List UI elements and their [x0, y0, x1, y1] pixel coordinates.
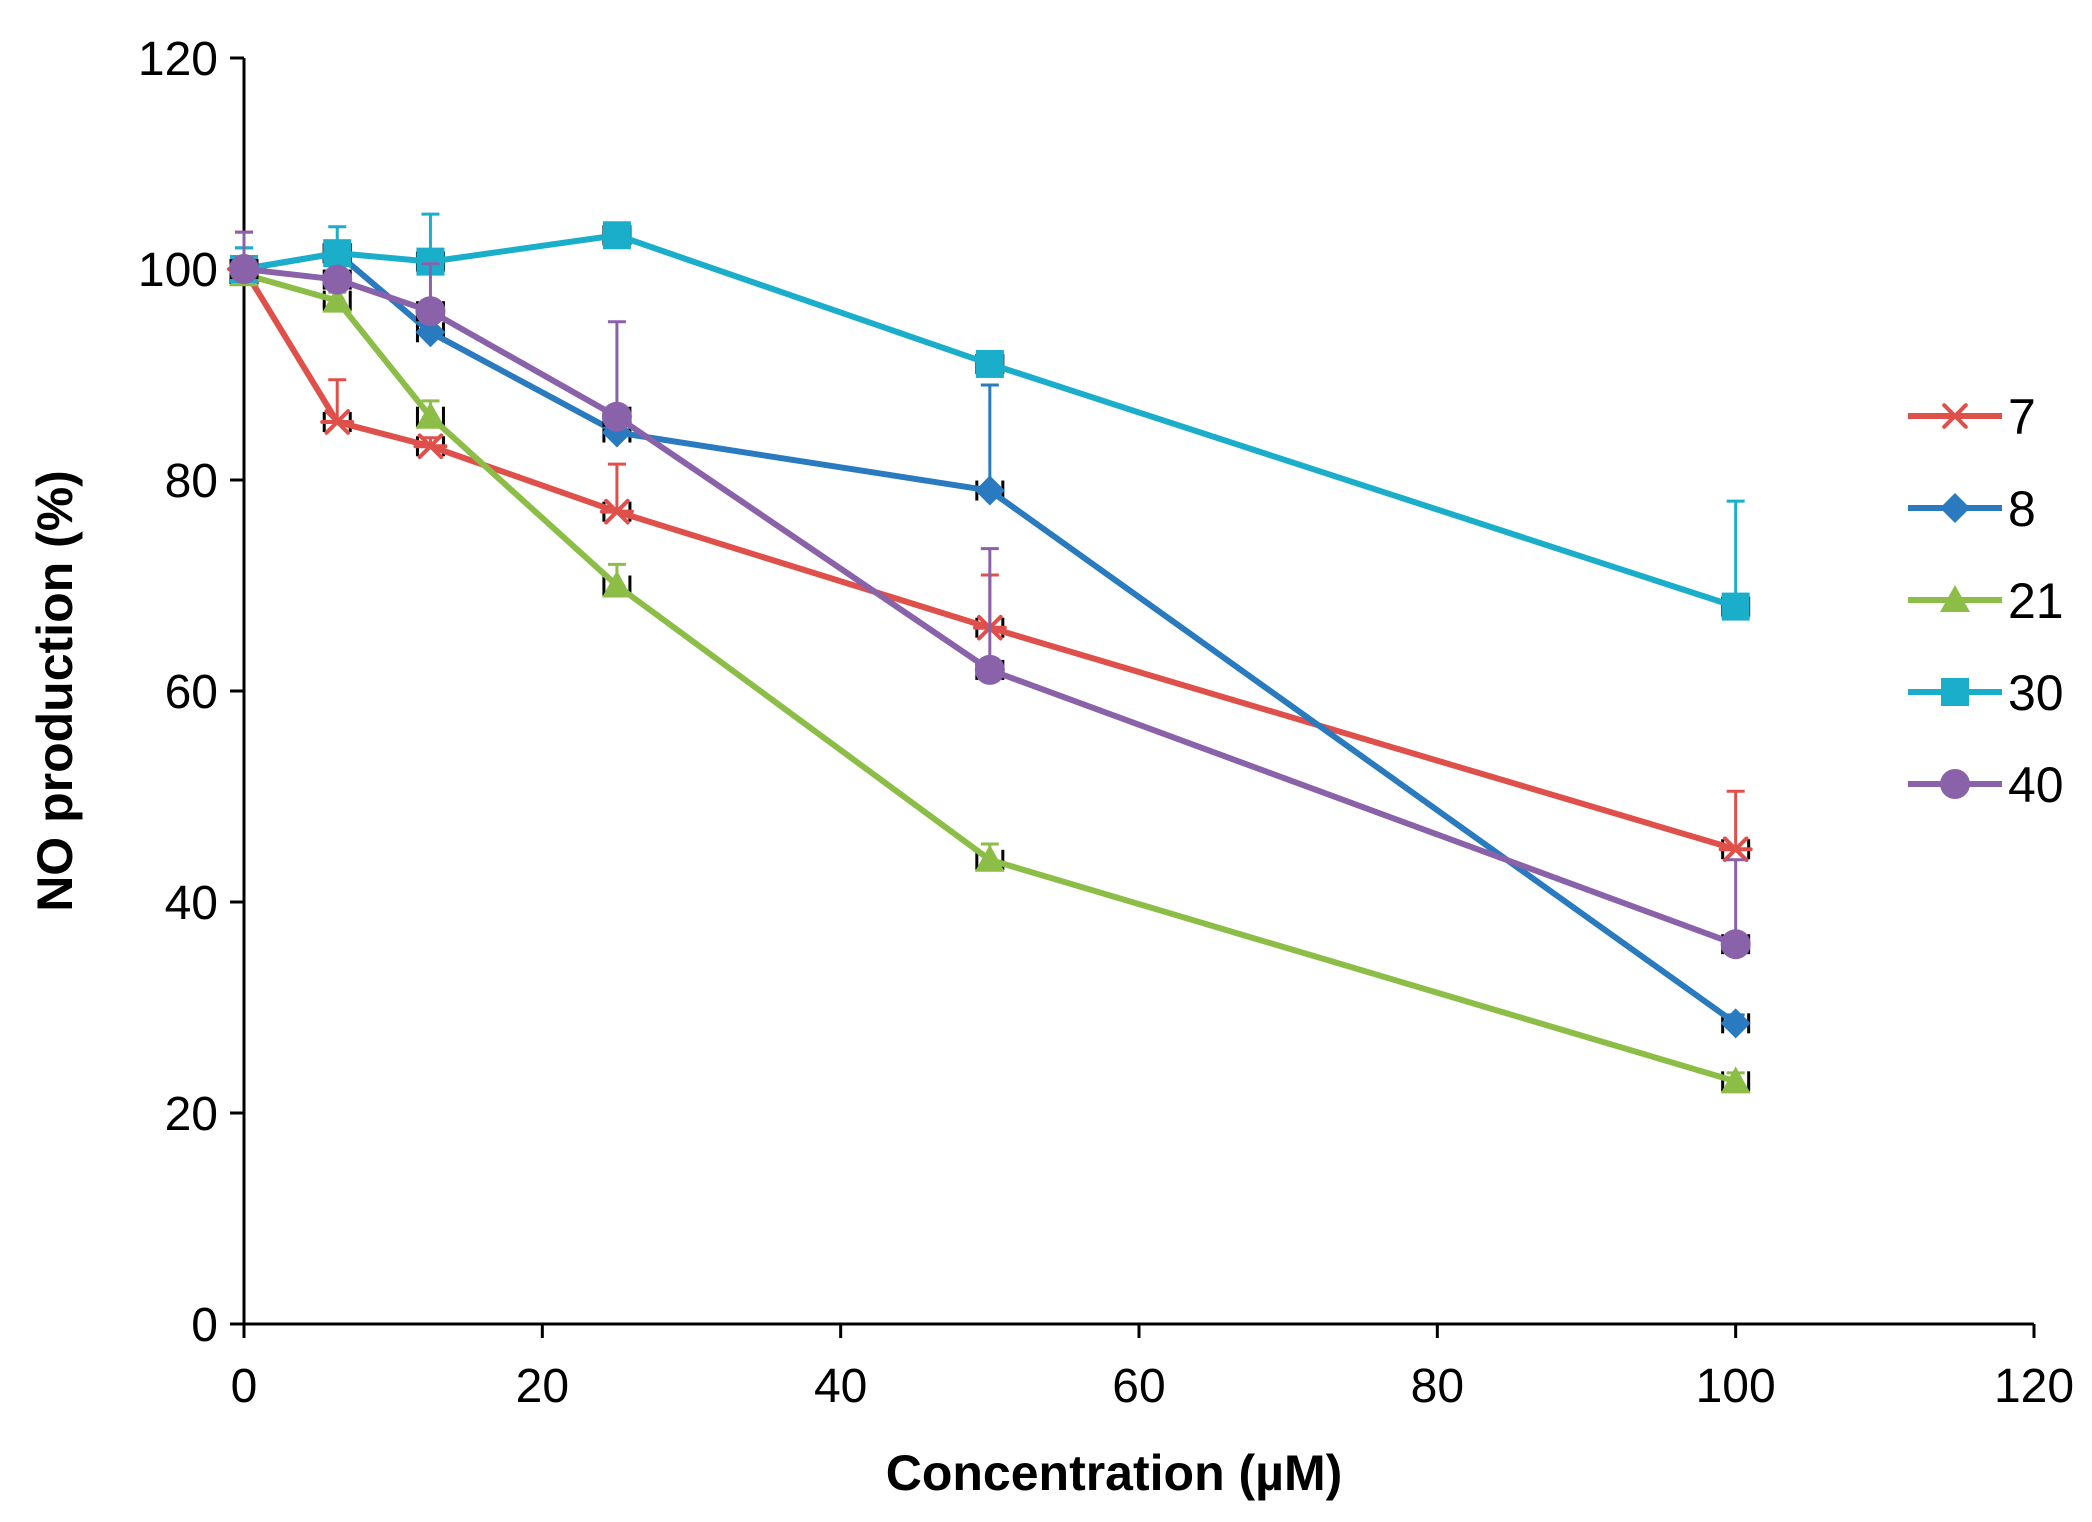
legend-item-7: 7: [1908, 389, 2036, 445]
data-point-40: [1720, 929, 1751, 960]
series-line-21: [243, 271, 1737, 1085]
series-line-30: [243, 232, 1737, 610]
legend-label: 8: [2008, 481, 2036, 537]
data-point-30: [323, 239, 352, 268]
legend-label: 40: [2008, 757, 2064, 813]
series-line-7: [241, 267, 1737, 853]
x-tick-label: 100: [1696, 1360, 1776, 1413]
y-ticks: 0 20 40 60 80 100 120: [138, 33, 244, 1352]
legend-marker: [1938, 403, 1972, 429]
x-tick-label: 0: [231, 1360, 258, 1413]
marker-stroke: [324, 409, 351, 435]
series-group: [227, 212, 1753, 1094]
x-tick-label: 40: [814, 1360, 867, 1413]
legend-item-40: 40: [1908, 757, 2064, 813]
legend-item-21: 21: [1908, 573, 2064, 629]
marker-stroke: [604, 498, 630, 525]
data-point-40: [601, 401, 632, 432]
y-tick-label: 80: [165, 455, 218, 508]
x-tick-label: 20: [516, 1360, 569, 1413]
x-tick-label: 80: [1411, 1360, 1464, 1413]
data-point-21: [601, 570, 632, 598]
series-40: [229, 230, 1751, 960]
data-point-21: [974, 844, 1005, 872]
data-point-21: [1720, 1066, 1751, 1094]
legend-marker: [1941, 678, 1969, 706]
data-point-40: [229, 254, 259, 284]
legend-label: 7: [2008, 389, 2036, 445]
legend-item-8: 8: [1908, 481, 2036, 537]
data-point-30: [1721, 592, 1750, 621]
plot-area: 0 20 40 60 80 100 120 0 20 40 60 80 100 120: [138, 33, 2074, 1413]
data-point-21: [415, 401, 446, 429]
data-point-30: [975, 349, 1004, 378]
legend-item-30: 30: [1908, 665, 2064, 721]
series-7: [227, 230, 1753, 863]
legend-label: 30: [2008, 665, 2064, 721]
y-axis-title: NO production (%): [27, 470, 83, 912]
data-point-40: [415, 296, 446, 327]
x-tick-label: 60: [1112, 1360, 1165, 1413]
marker-stroke: [1722, 836, 1749, 863]
data-point-7: [599, 498, 634, 525]
legend-marker: [1940, 493, 1970, 523]
y-tick-label: 20: [165, 1088, 218, 1141]
x-tick-label: 120: [1994, 1360, 2074, 1413]
data-point-7: [1718, 836, 1753, 863]
data-point-40: [974, 654, 1005, 685]
data-point-21: [322, 285, 353, 313]
y-tick-label: 40: [165, 877, 218, 930]
marker-stroke: [1942, 403, 1968, 429]
data-point-8: [1720, 1008, 1751, 1039]
legend-marker: [1940, 585, 1970, 612]
legend-label: 21: [2008, 573, 2064, 629]
x-axis-title: Concentration (µM): [886, 1445, 1343, 1501]
y-tick-label: 0: [191, 1299, 218, 1352]
y-tick-label: 60: [165, 666, 218, 719]
legend-marker: [1940, 769, 1970, 799]
data-point-7: [320, 409, 355, 435]
legend: 7 8 21 30 40: [1908, 389, 2064, 813]
data-point-7: [413, 433, 448, 460]
data-point-30: [602, 221, 631, 250]
data-point-40: [322, 264, 353, 295]
series-line-40: [243, 266, 1737, 948]
data-point-8: [974, 475, 1005, 506]
x-ticks: 0 20 40 60 80 100 120: [231, 1324, 2074, 1413]
y-tick-label: 120: [138, 33, 218, 86]
data-point-8: [415, 317, 446, 348]
y-tick-label: 100: [138, 244, 218, 297]
marker-stroke: [417, 433, 444, 460]
